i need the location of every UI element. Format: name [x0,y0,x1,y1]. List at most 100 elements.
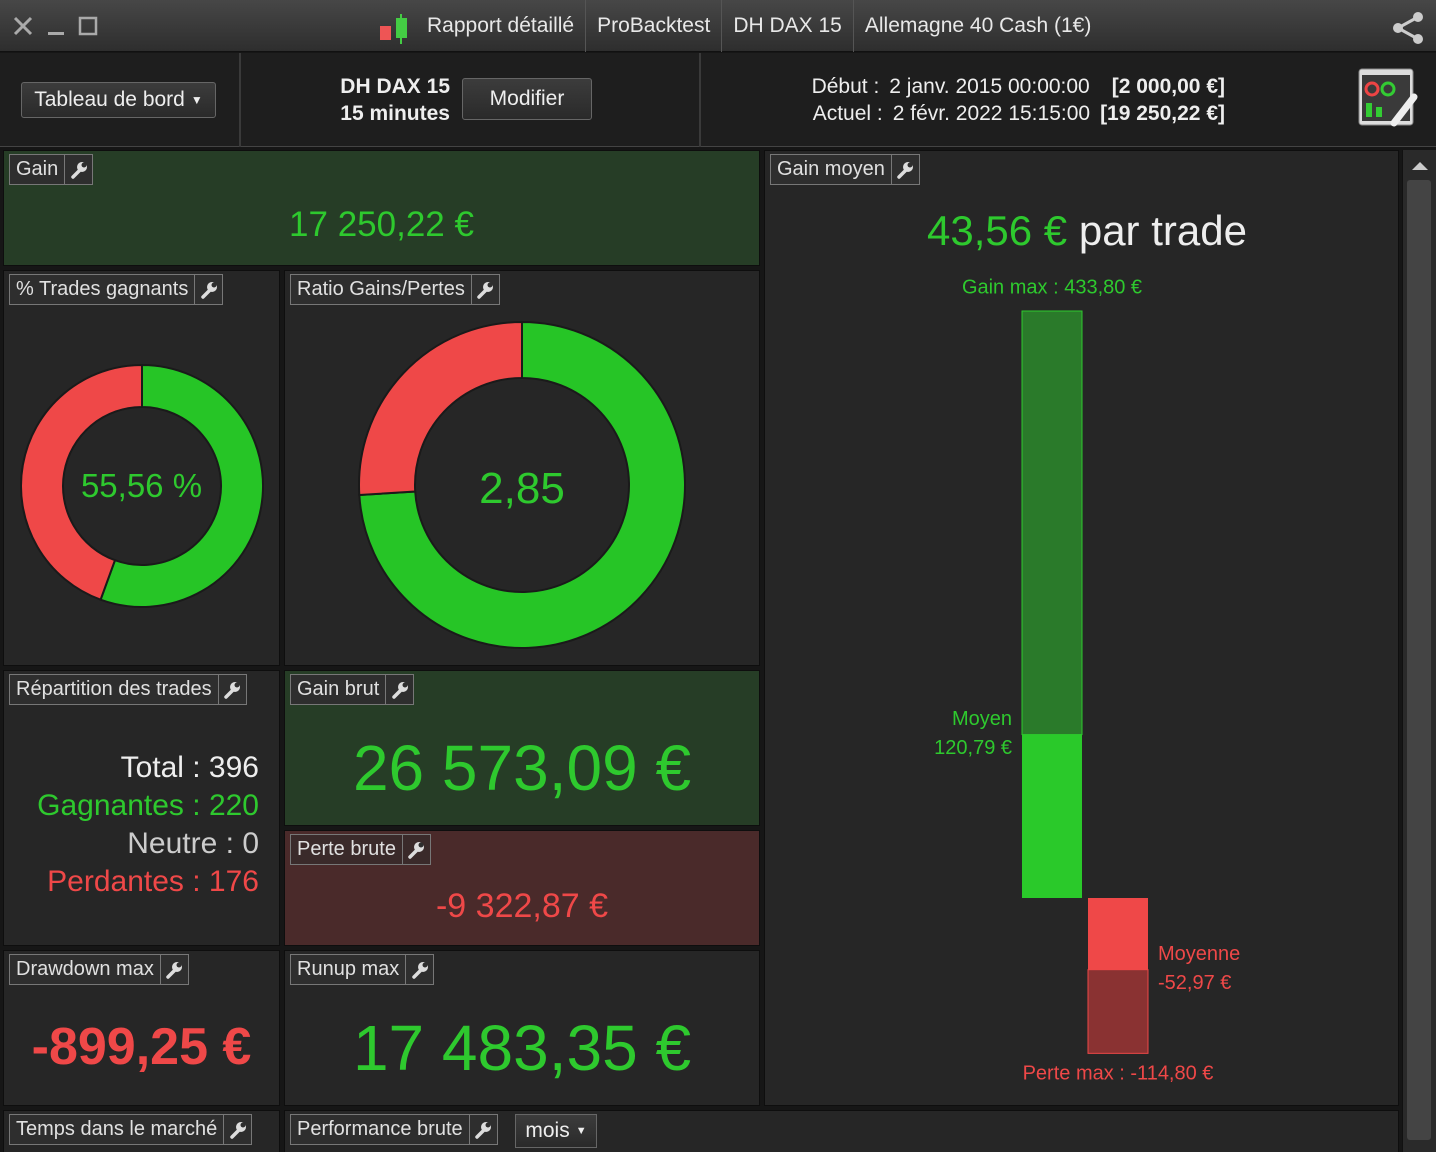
title-bar: Rapport détaillé ProBacktest DH DAX 15 A… [0,0,1436,52]
avg-loss-value: -52,97 € [1158,972,1231,994]
panel-tab[interactable]: Drawdown max [9,954,189,985]
wrench-button[interactable] [470,275,499,304]
share-icon[interactable] [1390,10,1428,46]
wrench-button[interactable] [64,155,92,184]
panel-title: Temps dans le marché [16,1118,218,1140]
wrench-icon [229,1121,246,1139]
panel-tab[interactable]: Gain [9,154,94,185]
panel-title: Drawdown max [16,958,154,980]
avg-win-label: Moyen [952,708,1012,730]
avg-loss-bar [1088,898,1148,970]
system-name: DH DAX 15 [340,75,450,98]
dashboard-dropdown[interactable]: Tableau de bord ▼ [21,82,216,118]
panel-title: Répartition des trades [16,678,212,700]
wrench-icon [477,281,494,299]
average-gain-panel: Gain moyen 43,56 € par trade Gain max : … [764,150,1399,1106]
panel-tab[interactable]: % Trades gagnants [9,274,224,305]
wrench-button[interactable] [385,675,413,704]
ratio-value: 2,85 [479,464,565,513]
current-label: Actuel : [812,102,883,125]
start-date: 2 janv. 2015 00:00:00 [889,75,1090,98]
average-value: 43,56 € [927,207,1068,254]
max-loss-bar [1087,969,1149,1054]
panel-tab[interactable]: Performance brute [290,1114,498,1145]
distribution-lines: Total : 396 Gagnantes : 220 Neutre : 0 P… [37,749,259,901]
distribution-panel: Répartition des trades Total : 396 Gagna… [3,670,280,946]
panel-tab[interactable]: Ratio Gains/Pertes [290,274,500,305]
tab[interactable]: Allemagne 40 Cash (1€) [852,0,1102,52]
dropdown-label: Tableau de bord [34,88,185,111]
gross-gain-value: 26 573,09 € [352,732,692,804]
max-gain-bar [1021,310,1083,736]
wrench-icon [392,681,408,699]
edit-button[interactable]: Modifier [462,78,592,120]
settings-icon[interactable] [1358,67,1418,131]
ratio-panel: Ratio Gains/Pertes 2,85 [284,270,760,666]
gain-value: 17 250,22 € [289,205,474,244]
tab[interactable]: ProBacktest [585,0,721,52]
panel-tab[interactable]: Gain moyen [770,154,920,185]
wrench-button[interactable] [159,955,188,984]
panel-title: Gain [16,158,59,180]
panel-tab[interactable]: Perte brute [290,834,431,865]
wrench-icon [897,161,914,179]
wrench-button[interactable] [405,955,433,984]
neutral-line: Neutre : 0 [127,827,259,860]
wrench-icon [412,961,428,979]
window-controls[interactable] [12,14,102,40]
win-rate-value: 55,56 % [80,467,203,504]
scroll-up[interactable] [1403,150,1436,180]
candle-icon [380,14,407,44]
panel-tab[interactable]: Runup max [290,954,435,985]
donut-chart [20,363,264,608]
start-capital: [2 000,00 €] [1111,75,1225,98]
wrench-button[interactable] [223,1115,251,1144]
tabs: Rapport détaillé ProBacktest DH DAX 15 A… [416,0,1102,52]
total-line: Total : 396 [120,751,259,784]
runup-panel: Runup max 17 483,35 € [284,950,760,1106]
drawdown-value: -899,25 € [31,1018,252,1076]
start-label: Début : [811,75,880,98]
donut-win-arc [99,363,264,608]
avg-win-value: 120,79 € [934,737,1012,759]
panel-title: Ratio Gains/Pertes [297,278,465,300]
panel-tab[interactable]: Temps dans le marché [9,1114,253,1145]
losers-line: Perdantes : 176 [47,865,259,898]
gross-loss-panel: Perte brute -9 322,87 € [284,830,760,946]
runup-value: 17 483,35 € [352,1012,692,1084]
winners-line: Gagnantes : 220 [37,789,259,822]
button-label: Modifier [489,87,565,110]
separator [699,53,701,147]
wrench-button[interactable] [890,155,919,184]
wrench-icon [224,681,241,699]
average-bar-chart: Gain max : 433,80 € Moyen 120,79 € Moyenne -… [934,276,1240,1085]
wrench-button[interactable] [401,835,430,864]
donut-loss-arc [358,320,523,497]
avg-win-bar [1022,734,1082,898]
wrench-icon [475,1121,492,1139]
period-dropdown[interactable]: mois ▼ [515,1114,597,1148]
win-rate-panel: % Trades gagnants 55,56 % [3,270,280,666]
panel-title: Gain brut [297,678,380,700]
panel-tab[interactable]: Gain brut [290,674,415,705]
scroll-thumb[interactable] [1407,180,1431,1140]
performance-panel: Performance brute mois ▼ [284,1110,1399,1152]
wrench-button[interactable] [217,675,246,704]
panel-tab[interactable]: Répartition des trades [9,674,247,705]
panel-title: Gain moyen [777,158,885,180]
max-loss-label: Perte max : -114,80 € [1023,1063,1214,1085]
tab[interactable]: DH DAX 15 [721,0,853,52]
period-info: Début : 2 janv. 2015 00:00:00 [2 000,00 €]… [720,73,1225,127]
panel-title: Runup max [297,958,400,980]
wrench-icon [166,961,183,979]
donut-loss-arc [20,363,143,601]
time-in-market-panel: Temps dans le marché [3,1110,280,1152]
wrench-button[interactable] [194,275,222,304]
wrench-button[interactable] [468,1115,497,1144]
gross-gain-panel: Gain brut 26 573,09 € [284,670,760,826]
max-gain-label: Gain max : 433,80 € [962,276,1142,298]
avg-loss-label: Moyenne [1158,943,1240,965]
scrollbar[interactable] [1402,150,1436,1152]
tab[interactable]: Rapport détaillé [427,14,575,37]
